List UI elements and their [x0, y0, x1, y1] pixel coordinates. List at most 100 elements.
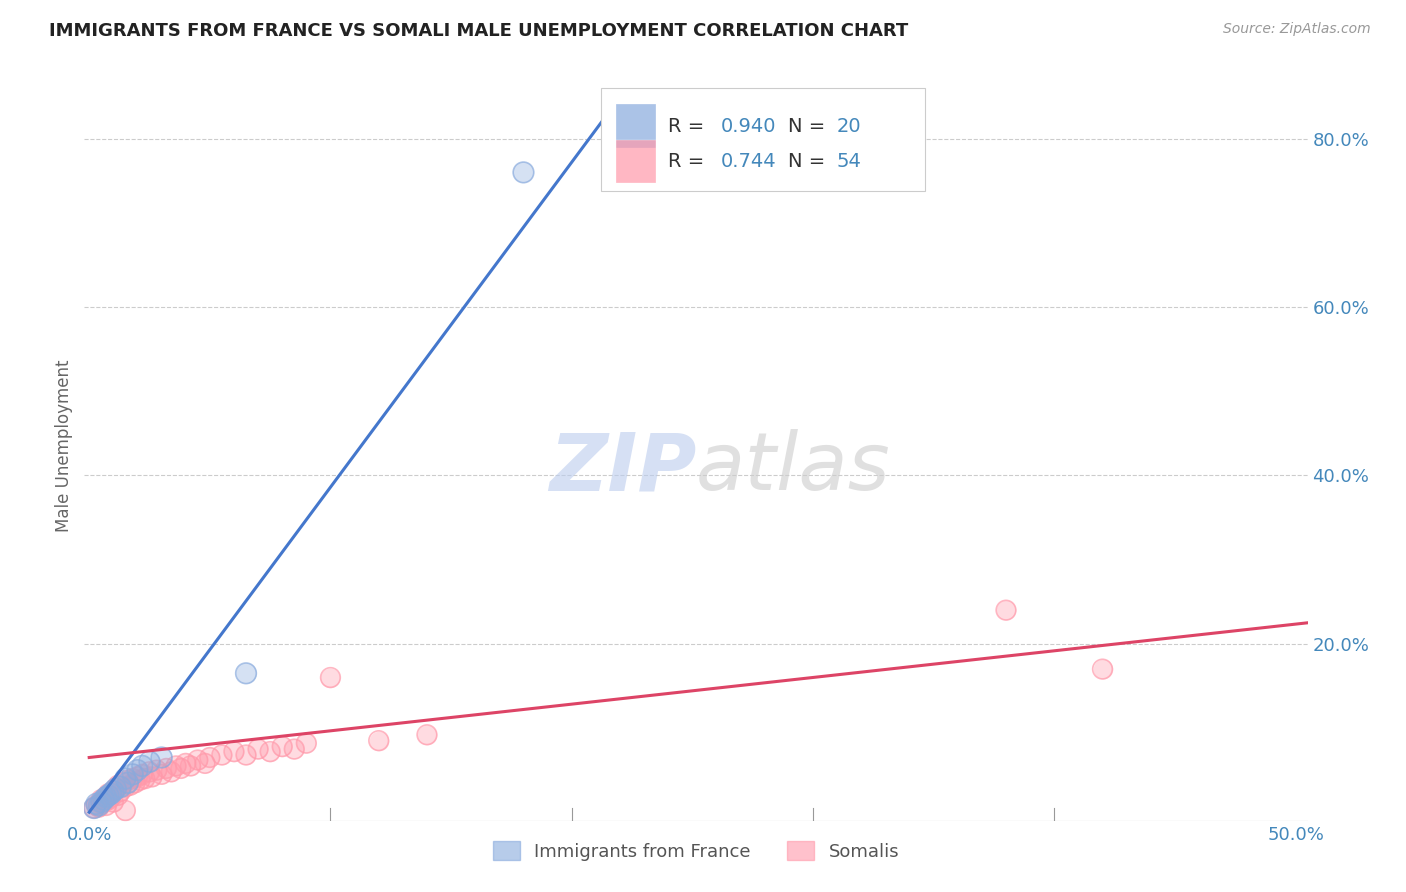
Point: [120, 778, 142, 792]
Point: [222, 745, 245, 759]
Point: [117, 773, 139, 788]
Point: [111, 776, 134, 790]
Point: [121, 772, 143, 786]
Point: [134, 772, 156, 786]
Text: ZIP: ZIP: [548, 429, 696, 508]
Point: [93, 792, 115, 806]
Point: [87, 800, 110, 814]
Point: [83, 801, 105, 815]
Text: IMMIGRANTS FROM FRANCE VS SOMALI MALE UNEMPLOYMENT CORRELATION CHART: IMMIGRANTS FROM FRANCE VS SOMALI MALE UN…: [49, 22, 908, 40]
Point: [114, 804, 136, 818]
Point: [90, 795, 112, 809]
Point: [114, 780, 136, 794]
Point: [90, 792, 112, 806]
Point: [160, 764, 183, 779]
Point: [235, 666, 257, 681]
Point: [124, 776, 146, 790]
Point: [295, 736, 318, 750]
Point: [194, 756, 217, 771]
Point: [103, 784, 125, 798]
Point: [104, 781, 127, 796]
Point: [247, 742, 270, 756]
Point: [367, 733, 389, 747]
Point: [180, 759, 202, 773]
Point: [150, 767, 173, 781]
Point: [170, 761, 193, 775]
Point: [155, 761, 177, 775]
Point: [187, 753, 209, 767]
FancyBboxPatch shape: [616, 139, 655, 183]
Text: N =: N =: [787, 117, 831, 136]
Point: [138, 755, 160, 769]
Point: [367, 733, 389, 747]
Point: [131, 759, 153, 773]
Point: [100, 787, 122, 801]
Text: 0.744: 0.744: [720, 152, 776, 170]
Point: [160, 764, 183, 779]
Point: [235, 747, 257, 762]
Point: [94, 798, 117, 813]
Point: [150, 767, 173, 781]
Point: [93, 795, 115, 809]
Point: [87, 800, 110, 814]
Point: [235, 747, 257, 762]
Point: [170, 761, 193, 775]
Point: [111, 776, 134, 790]
Point: [259, 745, 281, 759]
Text: atlas: atlas: [696, 429, 891, 508]
Point: [100, 787, 122, 801]
Point: [114, 772, 136, 786]
Point: [247, 742, 270, 756]
Point: [107, 789, 129, 803]
Legend: Immigrants from France, Somalis: Immigrants from France, Somalis: [485, 834, 907, 868]
Text: R =: R =: [668, 117, 710, 136]
Point: [138, 764, 160, 779]
Point: [114, 780, 136, 794]
Point: [90, 797, 112, 811]
Point: [131, 767, 153, 781]
Point: [90, 792, 112, 806]
Point: [138, 755, 160, 769]
Point: [187, 753, 209, 767]
Point: [512, 165, 534, 179]
Point: [97, 787, 120, 801]
Point: [107, 778, 129, 792]
Point: [117, 776, 139, 790]
FancyBboxPatch shape: [600, 87, 925, 191]
Point: [416, 728, 439, 742]
Point: [121, 772, 143, 786]
Point: [512, 165, 534, 179]
Point: [110, 780, 132, 794]
Text: 54: 54: [837, 152, 862, 170]
Point: [131, 767, 153, 781]
Point: [180, 759, 202, 773]
Point: [198, 750, 221, 764]
Point: [141, 770, 163, 784]
Point: [93, 795, 115, 809]
Point: [138, 764, 160, 779]
Point: [94, 798, 117, 813]
Point: [114, 772, 136, 786]
Point: [319, 671, 342, 685]
Point: [124, 776, 146, 790]
Point: [103, 795, 125, 809]
Point: [145, 763, 167, 777]
Point: [174, 756, 197, 771]
Point: [107, 789, 129, 803]
Point: [104, 781, 127, 796]
Point: [198, 750, 221, 764]
Point: [131, 759, 153, 773]
Text: N =: N =: [787, 152, 831, 170]
Point: [100, 790, 122, 805]
Text: 20: 20: [837, 117, 862, 136]
Point: [165, 759, 187, 773]
Point: [165, 759, 187, 773]
Point: [1091, 662, 1114, 676]
Point: [121, 767, 143, 781]
Point: [1091, 662, 1114, 676]
Point: [235, 666, 257, 681]
Y-axis label: Male Unemployment: Male Unemployment: [55, 359, 73, 533]
Point: [94, 790, 117, 805]
Text: R =: R =: [668, 152, 710, 170]
Point: [128, 773, 150, 788]
